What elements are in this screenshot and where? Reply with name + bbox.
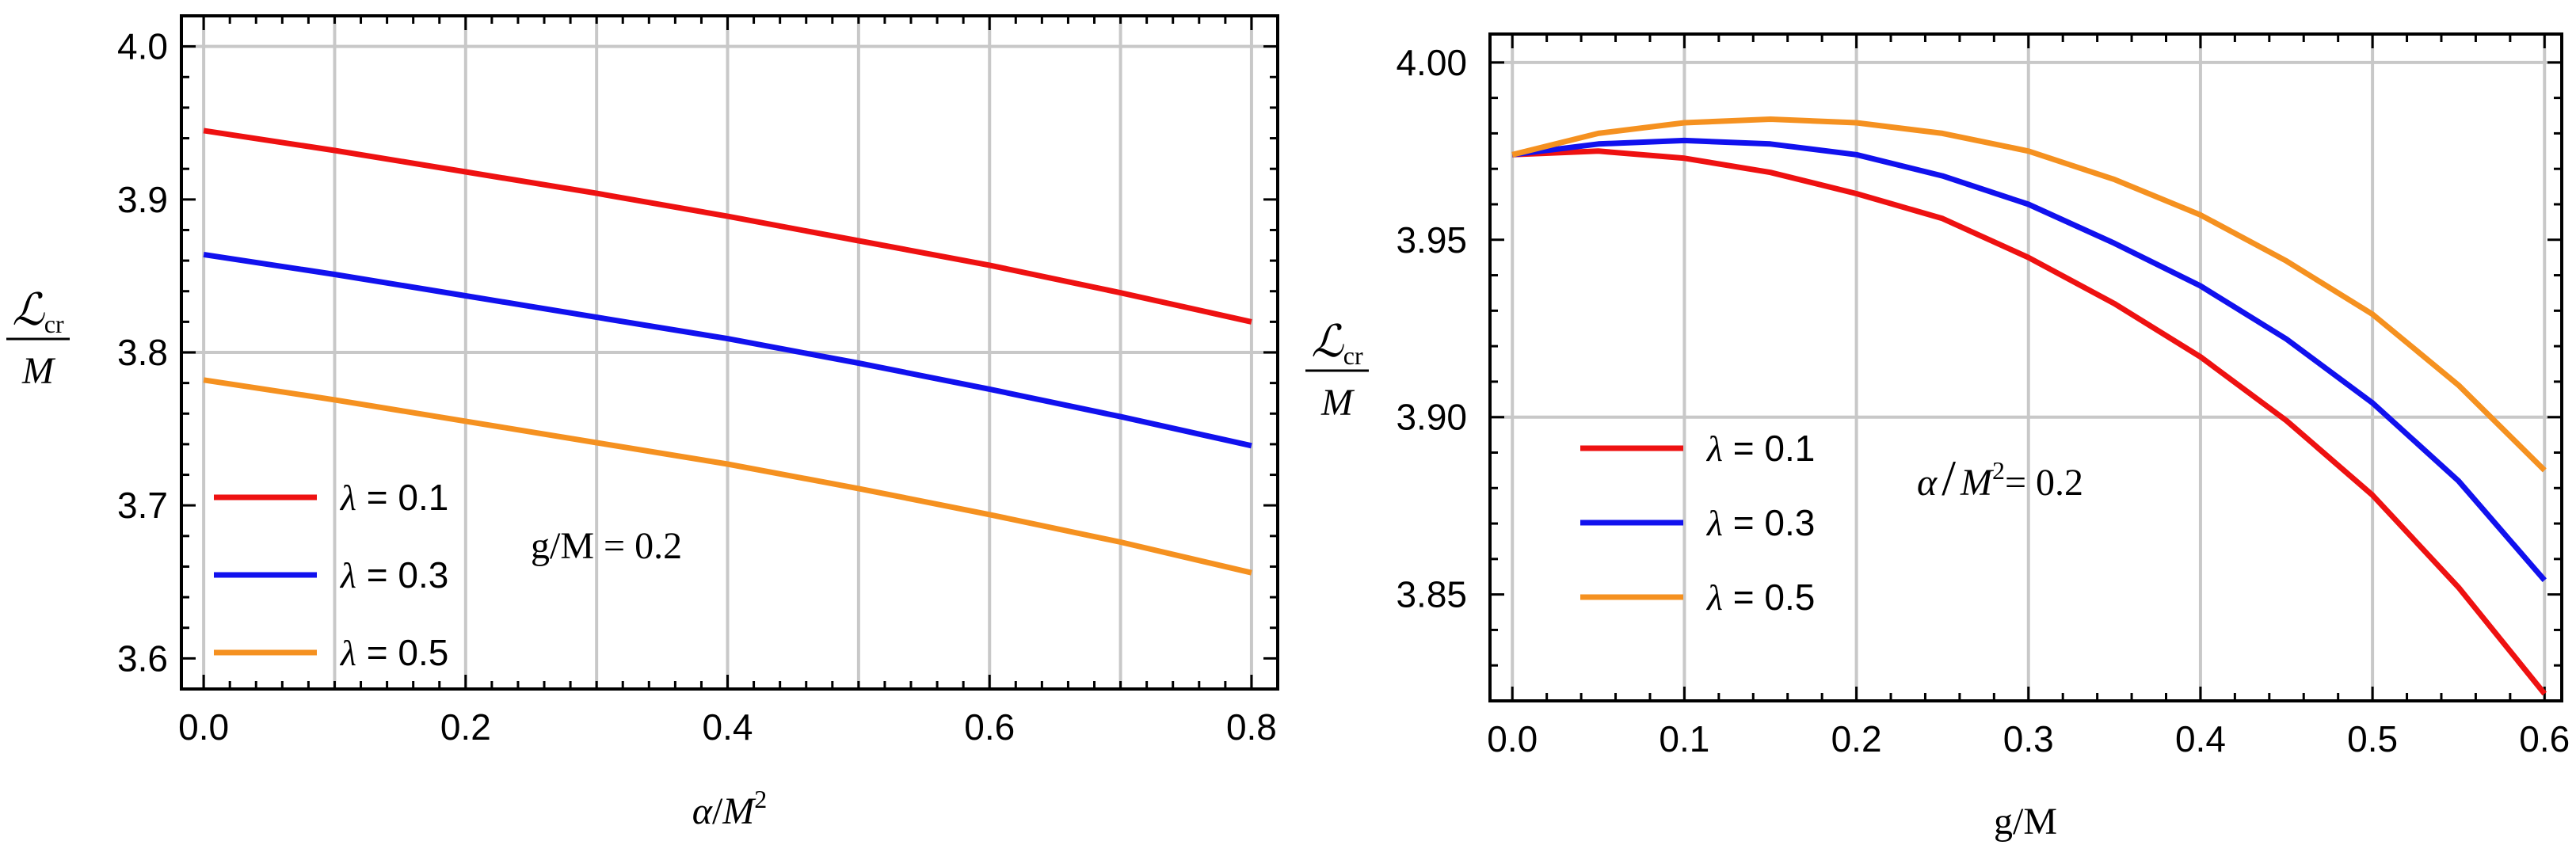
chart0-xtick-label-2: 0.4 xyxy=(703,706,753,748)
chart0-plot-frame xyxy=(180,14,1279,691)
chart0-y-axis-label-denominator: M xyxy=(21,350,56,392)
chart1-y-axis-label-numerator: ℒcr xyxy=(1311,318,1363,370)
chart1-xtick-label-0: 0.0 xyxy=(1487,718,1538,759)
chart1-xtick-label-5: 0.5 xyxy=(2347,718,2398,759)
chart1-legend-label-0: λ = 0.1 xyxy=(1705,428,1815,469)
chart1-y-axis-label-denominator: M xyxy=(1320,382,1355,424)
chart0-ytick-label-0: 3.6 xyxy=(117,638,168,679)
chart0-series-line-2 xyxy=(203,377,1252,576)
chart1-xtick-label-6: 0.6 xyxy=(2519,718,2570,759)
left-chart-panel: 0.0 0.2 0.4 0.6 0.8 3.6 3.7 3.8 3.9 4.0 λ = 0.1 λ =… xyxy=(6,14,1279,832)
chart1-series-line-0 xyxy=(1512,148,2547,696)
chart1-legend-label-1: λ = 0.3 xyxy=(1705,502,1815,543)
chart0-legend-label-0: λ = 0.1 xyxy=(339,477,448,518)
chart0-ytick-label-1: 3.7 xyxy=(117,485,168,526)
chart1-ytick-label-3: 4.00 xyxy=(1396,42,1467,83)
chart0-ytick-label-2: 3.8 xyxy=(117,332,168,373)
chart0-series-line-1 xyxy=(203,251,1252,449)
chart0-xtick-label-4: 0.8 xyxy=(1226,706,1277,748)
chart1-annotation: α/M2= 0.2 xyxy=(1917,450,2083,506)
chart1-ytick-label-1: 3.90 xyxy=(1396,397,1467,438)
chart0-x-axis-label: α/M2 xyxy=(692,785,768,832)
chart0-annotation: g/M = 0.2 xyxy=(531,525,682,567)
right-chart-panel: 0.0 0.1 0.2 0.3 0.4 0.5 0.6 3.85 3.90 3.95 4.00 λ =… xyxy=(1305,32,2570,843)
chart1-legend-label-2: λ = 0.5 xyxy=(1705,577,1815,618)
chart0-series-line-0 xyxy=(203,128,1252,325)
chart0-legend-label-1: λ = 0.3 xyxy=(339,554,448,596)
chart1-xtick-label-3: 0.3 xyxy=(2003,718,2054,759)
chart1-ytick-label-2: 3.95 xyxy=(1396,219,1467,261)
chart0-xtick-label-3: 0.6 xyxy=(964,706,1015,748)
chart0-y-axis-label-numerator: ℒcr xyxy=(12,286,64,338)
chart1-xtick-label-2: 0.2 xyxy=(1831,718,1882,759)
chart0-ytick-label-3: 3.9 xyxy=(117,179,168,220)
chart1-xtick-label-1: 0.1 xyxy=(1659,718,1709,759)
chart1-series-line-1 xyxy=(1511,137,2547,582)
chart1-series-line-2 xyxy=(1511,116,2547,473)
chart1-xtick-label-4: 0.4 xyxy=(2175,718,2226,759)
chart0-legend-label-2: λ = 0.5 xyxy=(339,632,448,673)
chart1-x-axis-label: g/M xyxy=(1994,801,2057,843)
chart1-plot-frame xyxy=(1488,32,2563,702)
chart1-ytick-label-0: 3.85 xyxy=(1396,574,1467,615)
chart0-xtick-label-1: 0.2 xyxy=(440,706,491,748)
chart0-xtick-label-0: 0.0 xyxy=(178,706,229,748)
chart0-ytick-label-4: 4.0 xyxy=(117,26,168,67)
